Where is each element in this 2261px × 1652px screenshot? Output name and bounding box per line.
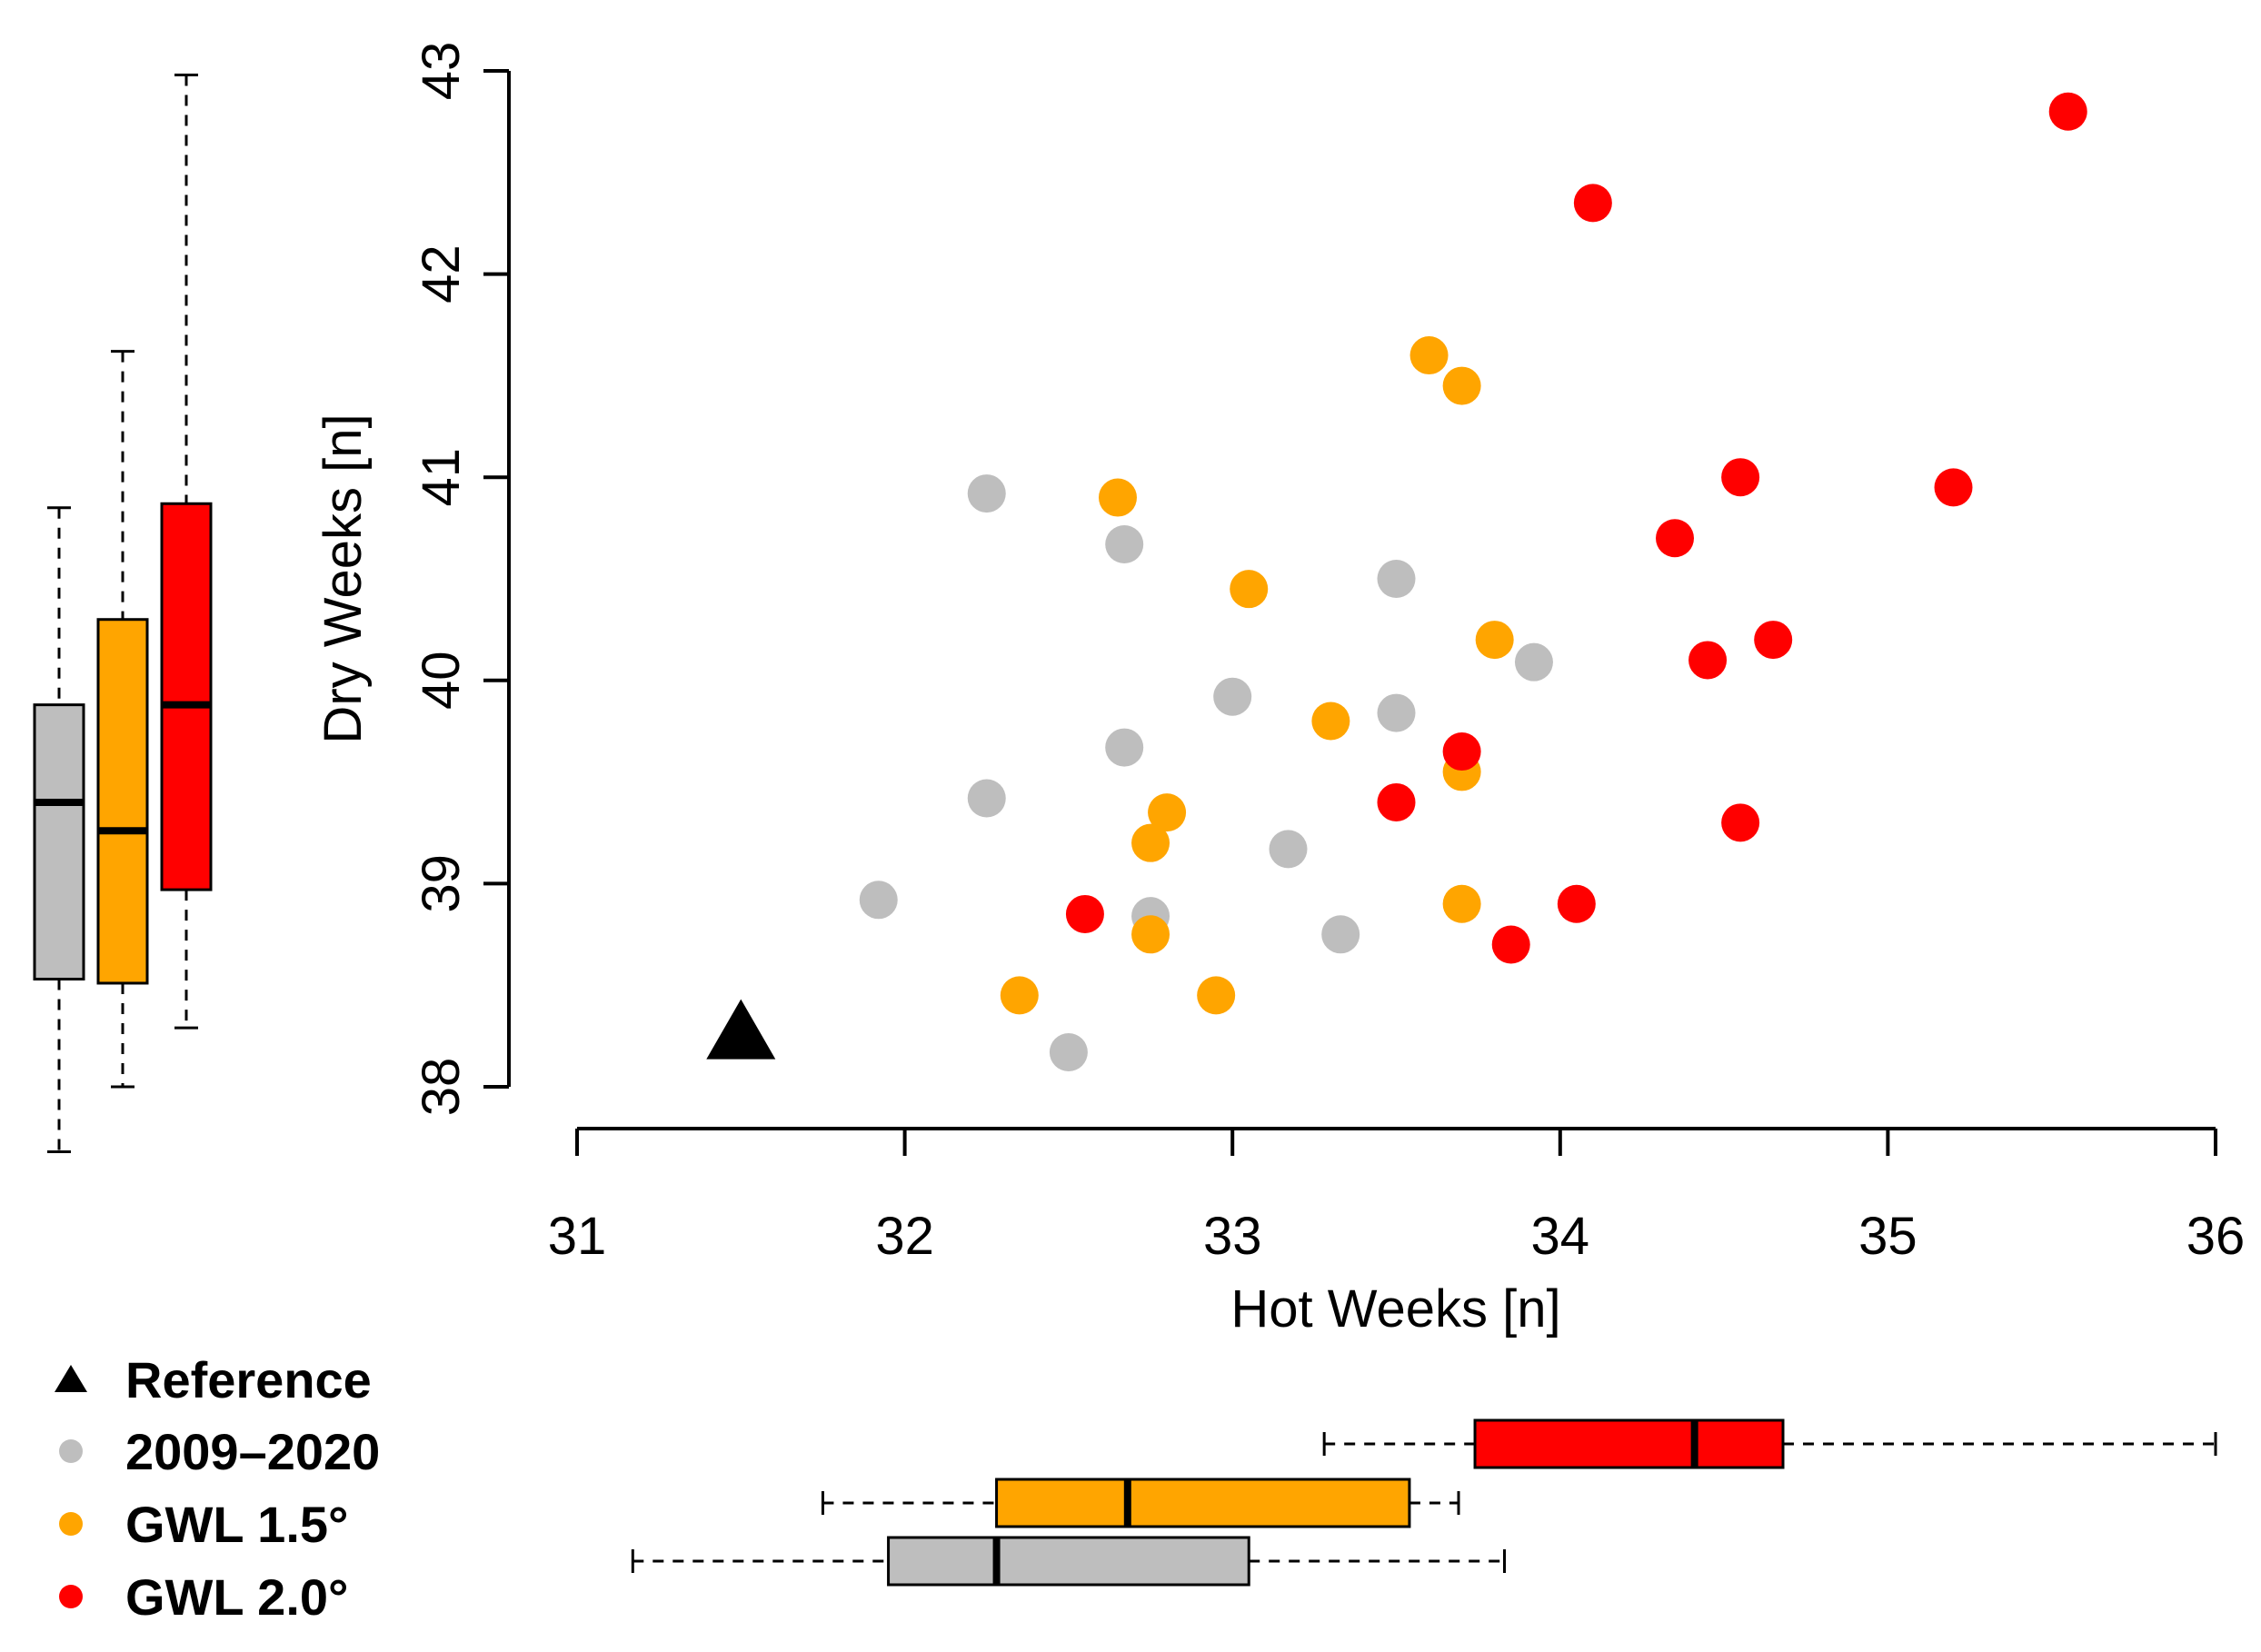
x-tick-label: 35 [1858, 1207, 1917, 1266]
legend-triangle-icon [55, 1365, 87, 1392]
series-3-point [1573, 184, 1612, 223]
series-2-point [1442, 884, 1481, 923]
series-1-point [1105, 524, 1144, 563]
boxplot-x-box [995, 1478, 1411, 1528]
series-1-point [1269, 830, 1308, 869]
y-ticks: 38 39 40 41 42 43 [412, 42, 509, 1117]
y-tick-label: 38 [412, 1058, 471, 1117]
legend-dot-icon [59, 1585, 83, 1608]
legend-label: GWL 2.0° [125, 1568, 348, 1626]
x-tick-label: 32 [875, 1207, 934, 1266]
series-3-point [1721, 458, 1760, 497]
x-marginal-boxplots [631, 1418, 2217, 1587]
boxplot-y-box [160, 502, 213, 891]
series-3-point [2048, 92, 2087, 131]
series-2-point [1409, 336, 1449, 375]
series-2-point [1311, 702, 1350, 741]
y-axis-title: Dry Weeks [n] [314, 413, 373, 743]
x-tick-label: 31 [548, 1207, 607, 1266]
series-2-point [1098, 478, 1137, 517]
series-1-point [859, 881, 898, 920]
y-marginal-boxplots [33, 73, 213, 1154]
series-3-point [1377, 782, 1416, 821]
x-tick-label: 33 [1203, 1207, 1262, 1266]
series-2-point [1131, 823, 1170, 862]
y-tick-label: 41 [412, 448, 471, 507]
legend-dot-icon [59, 1439, 83, 1463]
series-2-point [1148, 793, 1187, 832]
x-tick-label: 36 [2186, 1207, 2246, 1266]
y-tick-label: 39 [412, 854, 471, 913]
y-tick-label: 40 [412, 652, 471, 711]
legend-label: Reference [125, 1351, 372, 1408]
series-1-point [1514, 642, 1553, 682]
series-2-point [1000, 976, 1039, 1015]
x-ticks: 31 32 33 34 35 36 [548, 1129, 2246, 1266]
data-points [706, 92, 2087, 1071]
series-1-point [1049, 1032, 1088, 1071]
series-3-point [1557, 884, 1596, 923]
series-1-point [1213, 677, 1252, 716]
series-2-point [1230, 570, 1269, 609]
boxplot-y-box [96, 618, 149, 985]
series-3-point [1491, 925, 1530, 964]
legend-dot-icon [59, 1512, 83, 1536]
series-3-point [1065, 894, 1104, 933]
series-3-point [1754, 621, 1793, 660]
series-1-point [967, 474, 1006, 513]
y-tick-label: 42 [412, 244, 471, 304]
series-3-point [1656, 519, 1695, 558]
legend: Reference 2009–2020 GWL 1.5° GWL 2.0° [55, 1351, 380, 1626]
legend-label: 2009–2020 [125, 1423, 380, 1480]
y-tick-label: 43 [412, 42, 471, 101]
series-2-point [1475, 621, 1514, 660]
reference-point [706, 999, 776, 1060]
boxplot-x-box [887, 1536, 1250, 1587]
series-1-point [1377, 560, 1416, 598]
series-2-point [1442, 366, 1481, 405]
boxplot-y-box [33, 703, 85, 980]
series-2-point [1197, 976, 1236, 1015]
x-axis-title: Hot Weeks [n] [1230, 1279, 1560, 1339]
series-1-point [1321, 915, 1360, 954]
series-3-point [1688, 641, 1728, 680]
series-3-point [1442, 732, 1481, 771]
x-tick-label: 34 [1531, 1207, 1590, 1266]
series-1-point [967, 779, 1006, 818]
boxplot-x-box [1473, 1418, 1785, 1469]
series-3-point [1934, 468, 1973, 507]
series-1-point [1105, 728, 1144, 767]
axes [507, 71, 2216, 1130]
series-1-point [1377, 693, 1416, 732]
series-2-point [1131, 915, 1170, 954]
series-3-point [1721, 803, 1760, 842]
legend-label: GWL 1.5° [125, 1496, 348, 1553]
